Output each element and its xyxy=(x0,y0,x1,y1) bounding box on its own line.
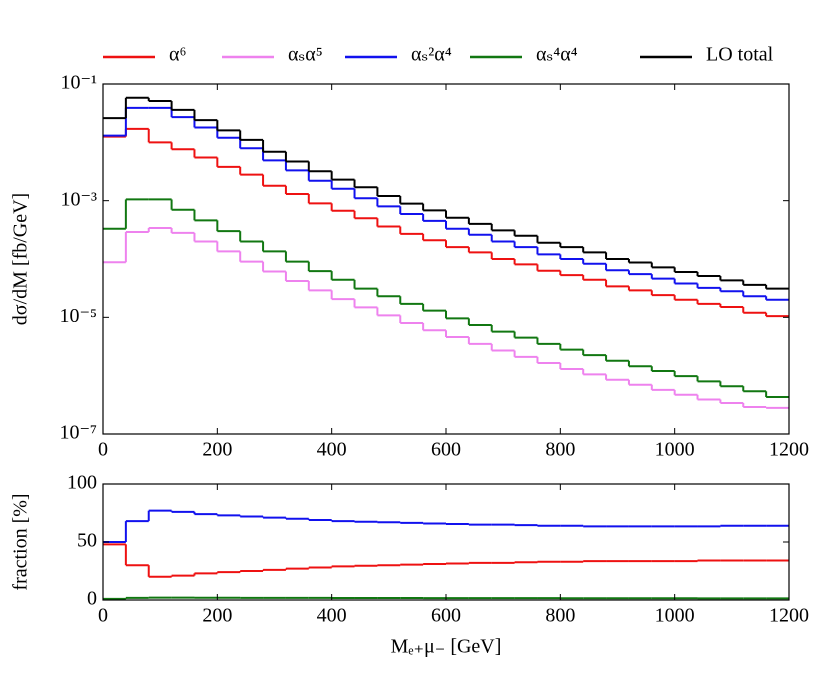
legend-label: αₛ⁴α⁴ xyxy=(536,44,578,66)
y-tick-label: 100 xyxy=(67,472,97,494)
x-tick-label: 200 xyxy=(202,605,232,627)
legend-label: αₛα⁵ xyxy=(288,44,323,66)
y-tick-label: 10⁻⁵ xyxy=(59,305,97,327)
x-tick-label: 0 xyxy=(98,439,108,461)
x-tick-label: 0 xyxy=(98,605,108,627)
x-tick-label: 1200 xyxy=(769,439,809,461)
legend-label: αₛ²α⁴ xyxy=(411,44,452,66)
y-tick-label: 10⁻³ xyxy=(60,188,97,210)
legend-label: α⁶ xyxy=(169,44,186,66)
y-axis-label: fraction [%] xyxy=(10,493,32,590)
legend-label: LO total xyxy=(706,44,774,66)
x-tick-label: 200 xyxy=(202,439,232,461)
plot-frame xyxy=(102,83,790,435)
x-tick-label: 600 xyxy=(431,439,461,461)
x-tick-label: 600 xyxy=(431,605,461,627)
y-tick-label: 50 xyxy=(77,530,97,552)
x-tick-label: 800 xyxy=(545,439,575,461)
y-tick-label: 0 xyxy=(87,588,97,610)
y-tick-label: 10⁻⁷ xyxy=(59,422,97,444)
x-tick-label: 1000 xyxy=(655,439,695,461)
plot-frame xyxy=(102,483,790,601)
x-tick-label: 400 xyxy=(317,439,347,461)
x-tick-label: 800 xyxy=(545,605,575,627)
x-tick-label: 1200 xyxy=(769,605,809,627)
x-axis-label: Mₑ₊μ₋ [GeV] xyxy=(391,636,502,658)
x-tick-label: 1000 xyxy=(655,605,695,627)
y-tick-label: 10⁻¹ xyxy=(60,72,97,94)
x-tick-label: 400 xyxy=(317,605,347,627)
y-axis-label: dσ/dM [fb/GeV] xyxy=(10,193,32,325)
